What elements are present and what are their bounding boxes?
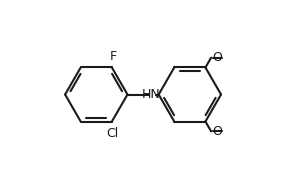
Text: Cl: Cl — [107, 127, 119, 140]
Text: O: O — [212, 51, 222, 64]
Text: O: O — [212, 125, 222, 138]
Text: HN: HN — [142, 88, 160, 101]
Text: F: F — [109, 50, 116, 63]
